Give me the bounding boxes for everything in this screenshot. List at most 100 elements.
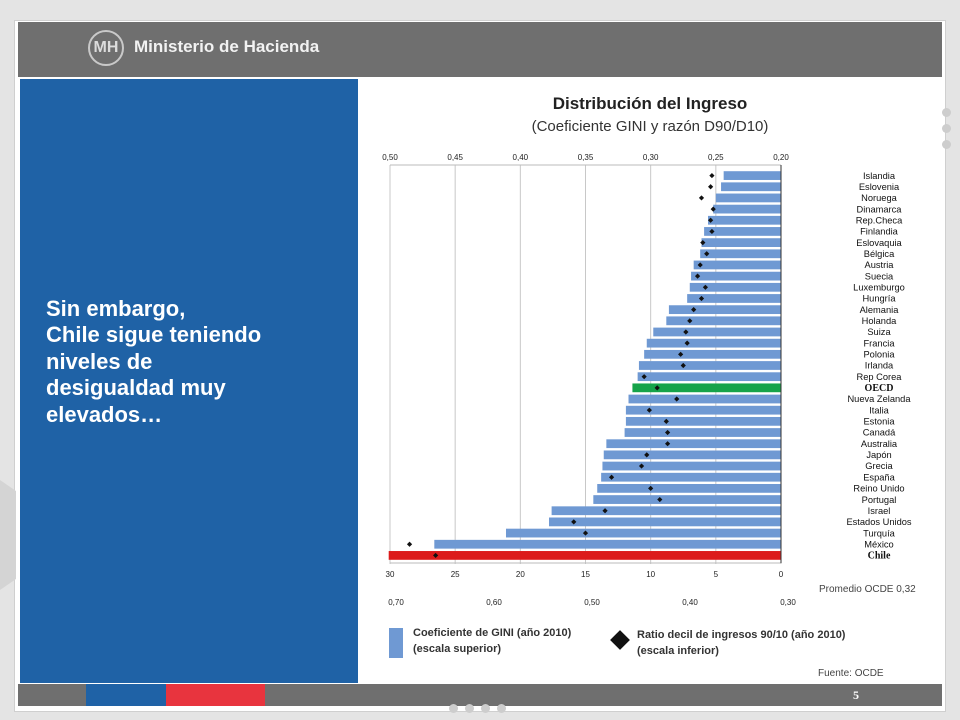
logo-glyph: MH	[93, 39, 119, 56]
bar	[700, 249, 781, 259]
category-label: Irlanda	[865, 361, 894, 371]
category-label: Turquía	[863, 528, 896, 538]
category-label: Suiza	[867, 327, 891, 337]
ratio-marker	[691, 307, 697, 313]
bottom-axis-tick-label: 0	[779, 570, 784, 579]
bottom-axis-tick-label: 10	[646, 570, 655, 579]
bar	[691, 271, 781, 281]
category-label: Holanda	[862, 316, 897, 326]
lower-axis-tick-label: 0,50	[584, 598, 600, 607]
category-label: Dinamarca	[857, 204, 903, 214]
bar	[597, 484, 781, 493]
footer-red-strip	[166, 684, 265, 706]
bar	[549, 517, 781, 527]
bar	[723, 171, 781, 180]
ratio-marker	[708, 184, 714, 190]
ratio-marker	[648, 485, 654, 491]
category-label: Francia	[863, 338, 895, 348]
category-label: Portugal	[862, 495, 897, 505]
category-label: Luxemburgo	[853, 283, 905, 293]
category-label: Nueva Zelanda	[847, 394, 911, 404]
category-label: Australia	[861, 439, 898, 449]
bottom-dots-decoration	[449, 700, 513, 718]
ratio-marker	[582, 530, 589, 536]
average-note: Promedio OCDE 0,32	[819, 584, 916, 595]
ratio-marker	[665, 429, 671, 436]
category-label: México	[864, 539, 893, 549]
main-message-line: niveles de	[46, 348, 153, 374]
category-label: Suecia	[865, 271, 894, 281]
top-axis-tick-label: 0,20	[773, 153, 789, 162]
main-message-line: elevados…	[46, 401, 163, 427]
side-dots-decoration	[942, 108, 951, 156]
category-label: Chile	[868, 551, 891, 562]
bar	[693, 260, 781, 270]
bar	[715, 193, 781, 203]
bar	[625, 416, 781, 426]
bar	[689, 282, 781, 292]
lower-axis-tick-label: 0,30	[780, 598, 796, 607]
top-axis-tick-label: 0,35	[578, 153, 594, 162]
ratio-marker	[704, 251, 710, 257]
bar	[628, 394, 781, 404]
top-axis-tick-label: 0,30	[643, 153, 659, 162]
legend-gini: Coeficiente de GINI (año 2010) (escala s…	[413, 626, 571, 658]
source-note: Fuente: OCDE	[818, 668, 884, 679]
ratio-marker	[709, 228, 715, 235]
ratio-marker	[608, 474, 615, 480]
logo-text: Ministerio de Hacienda	[134, 37, 320, 56]
ratio-marker	[646, 407, 652, 413]
ratio-marker	[684, 340, 690, 346]
bar	[388, 551, 781, 560]
bar	[638, 361, 781, 370]
bar	[603, 450, 781, 460]
category-label: Alemania	[860, 305, 900, 315]
chart-title: Distribución del Ingreso	[552, 94, 748, 113]
ministerio-emblem-icon: MH	[88, 30, 124, 66]
category-label: Hungría	[862, 294, 896, 304]
left-panel	[20, 79, 358, 683]
category-label: España	[863, 472, 895, 482]
bar	[606, 439, 781, 449]
ratio-marker	[710, 206, 716, 212]
bar	[644, 349, 781, 359]
lower-axis-tick-label: 0,70	[388, 598, 404, 607]
bar	[593, 495, 781, 504]
lower-axis-tick-label: 0,60	[486, 598, 502, 607]
ratio-marker	[697, 262, 703, 268]
ratio-marker	[698, 195, 705, 201]
top-axis-tick-label: 0,50	[382, 153, 398, 162]
category-label: OECD	[865, 383, 894, 394]
category-label: Japón	[866, 450, 891, 460]
ratio-marker	[644, 452, 650, 458]
ratio-marker	[702, 284, 709, 290]
bar	[701, 238, 781, 247]
category-label: Noruega	[861, 193, 897, 203]
ratio-marker	[708, 217, 714, 223]
ratio-marker	[687, 318, 693, 324]
bar	[637, 372, 781, 382]
bar	[708, 215, 781, 225]
main-message: Sin embargo, Chile sigue teniendo nivele…	[46, 296, 346, 428]
category-label: Finlandia	[860, 227, 899, 237]
category-label: Italia	[869, 405, 889, 415]
category-label: Eslovenia	[859, 182, 900, 192]
bar	[505, 528, 781, 538]
ratio-marker	[663, 418, 669, 424]
ratio-marker	[698, 295, 705, 302]
legend-ratio: Ratio decil de ingresos 90/10 (año 2010)…	[637, 628, 845, 660]
main-message-line: Chile sigue teniendo	[46, 322, 262, 348]
bar	[602, 461, 781, 471]
legend-gini-label: Coeficiente de GINI (año 2010)	[413, 627, 572, 639]
bottom-axis-tick-label: 5	[714, 570, 719, 579]
bar	[668, 305, 781, 315]
bar	[721, 182, 781, 192]
ratio-marker	[700, 240, 706, 246]
ratio-marker	[674, 396, 680, 402]
bar	[601, 472, 781, 482]
bar	[625, 405, 781, 415]
bar	[704, 227, 781, 236]
category-label: Eslovaquia	[856, 238, 902, 248]
ratio-marker	[694, 273, 701, 279]
ratio-marker	[641, 374, 647, 380]
